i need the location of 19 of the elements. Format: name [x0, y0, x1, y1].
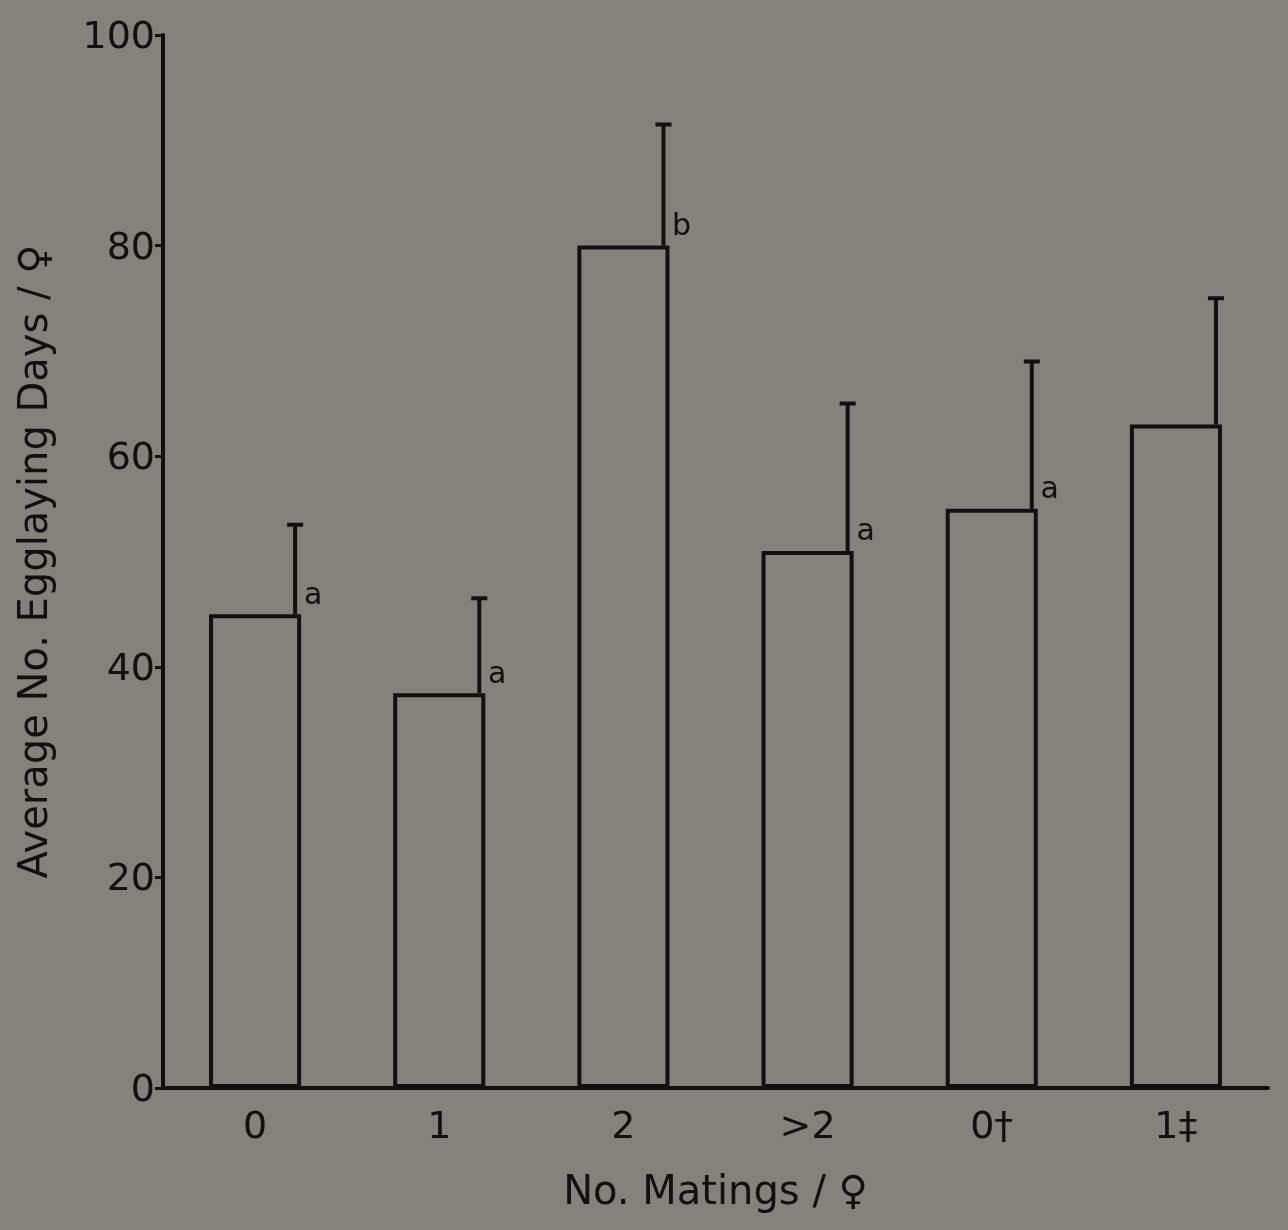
x-tick-label: 0 — [242, 1103, 268, 1147]
annotation: a — [856, 512, 875, 548]
y-tick-label: 60 — [106, 434, 155, 479]
x-axis-title: No. Matings / ♀ — [563, 1167, 868, 1213]
y-tick-label: 20 — [106, 855, 155, 900]
annotation: a — [1040, 470, 1059, 506]
y-axis-title: Average No. Egglaying Days / ♀ — [10, 244, 56, 879]
annotation: b — [671, 207, 691, 243]
x-tick-label: 1‡ — [1154, 1103, 1198, 1147]
y-tick-label: 80 — [106, 223, 155, 268]
x-tick-label: 0† — [970, 1103, 1014, 1147]
y-tick-label: 40 — [106, 644, 155, 689]
x-tick-label: 1 — [427, 1103, 452, 1147]
x-tick-label: 2 — [611, 1103, 636, 1147]
annotation: a — [303, 575, 323, 611]
x-tick-label: >2 — [779, 1103, 836, 1147]
y-tick-label: 100 — [82, 13, 155, 57]
annotation: a — [488, 654, 507, 690]
y-tick-label: 0 — [130, 1066, 155, 1110]
